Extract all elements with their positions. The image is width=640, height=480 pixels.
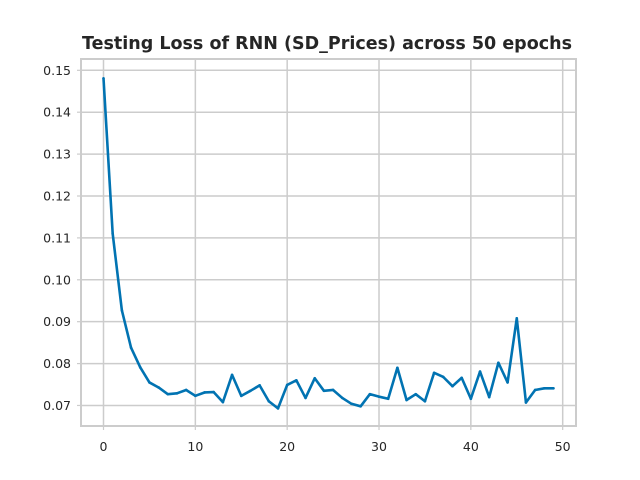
data-point	[533, 388, 537, 392]
data-point	[212, 390, 215, 394]
data-point	[295, 379, 298, 382]
data-point	[524, 401, 528, 404]
y-tick-label: 0.13	[43, 147, 71, 162]
data-point	[184, 388, 188, 392]
data-point	[506, 381, 509, 384]
data-point	[166, 392, 170, 396]
data-point	[543, 386, 546, 390]
x-tick-label: 20	[279, 439, 295, 454]
data-point	[129, 346, 133, 349]
data-point	[322, 389, 326, 393]
data-point	[515, 317, 519, 320]
data-point	[203, 391, 206, 394]
y-tick-label: 0.14	[43, 105, 71, 120]
y-tick-label: 0.11	[43, 230, 71, 245]
grid-lines	[81, 59, 576, 426]
data-point	[386, 397, 390, 401]
data-point	[230, 373, 234, 377]
data-point	[221, 400, 225, 404]
chart-title: Testing Loss of RNN (SD_Prices) across 5…	[82, 34, 572, 54]
data-point	[552, 386, 555, 390]
data-point	[442, 375, 445, 379]
y-tick-label: 0.12	[43, 188, 71, 203]
data-point	[432, 371, 436, 375]
data-point	[423, 399, 427, 403]
data-point	[148, 381, 151, 384]
data-point	[239, 394, 243, 398]
data-point	[120, 309, 124, 312]
data-point	[313, 376, 317, 380]
data-point	[331, 388, 335, 392]
y-tick-label: 0.07	[43, 398, 71, 413]
data-point	[175, 392, 179, 395]
data-point	[451, 384, 454, 388]
x-tick-label: 30	[371, 439, 387, 454]
series-line	[102, 78, 554, 410]
data-point	[478, 370, 482, 373]
data-point	[285, 383, 289, 387]
data-point	[487, 395, 491, 399]
series-layer	[102, 76, 555, 410]
data-point	[377, 395, 381, 398]
data-point	[276, 407, 280, 410]
axis-ticks: 0 10 20 30 40 50 0.07 0.08 0.09 0.10 0.11 0.12 0.13 0…	[43, 63, 571, 454]
data-point	[359, 405, 362, 408]
data-point	[258, 384, 261, 387]
x-tick-label: 40	[463, 439, 479, 454]
data-point	[497, 361, 500, 365]
y-tick-label: 0.15	[43, 63, 71, 78]
data-point	[396, 366, 399, 370]
x-tick-label: 0	[100, 439, 108, 454]
plot-frame	[80, 58, 577, 427]
data-point	[460, 376, 463, 380]
data-point	[249, 389, 252, 393]
data-point	[350, 402, 353, 406]
x-tick-label: 10	[187, 439, 203, 454]
x-tick-label: 50	[555, 439, 571, 454]
data-point	[414, 392, 418, 396]
data-point	[102, 76, 105, 80]
data-point	[194, 394, 197, 398]
data-point	[157, 386, 160, 389]
y-tick-label: 0.08	[43, 356, 71, 371]
y-tick-label: 0.10	[43, 272, 71, 287]
data-point	[405, 398, 408, 402]
data-point	[111, 232, 114, 235]
data-point	[340, 396, 344, 400]
y-tick-label: 0.09	[43, 314, 71, 329]
data-point	[304, 396, 307, 400]
data-point	[368, 392, 372, 396]
data-point	[138, 366, 142, 369]
data-point	[469, 397, 473, 401]
data-point	[267, 399, 271, 403]
